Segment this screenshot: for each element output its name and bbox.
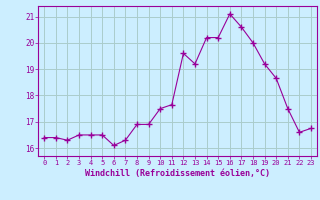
- X-axis label: Windchill (Refroidissement éolien,°C): Windchill (Refroidissement éolien,°C): [85, 169, 270, 178]
